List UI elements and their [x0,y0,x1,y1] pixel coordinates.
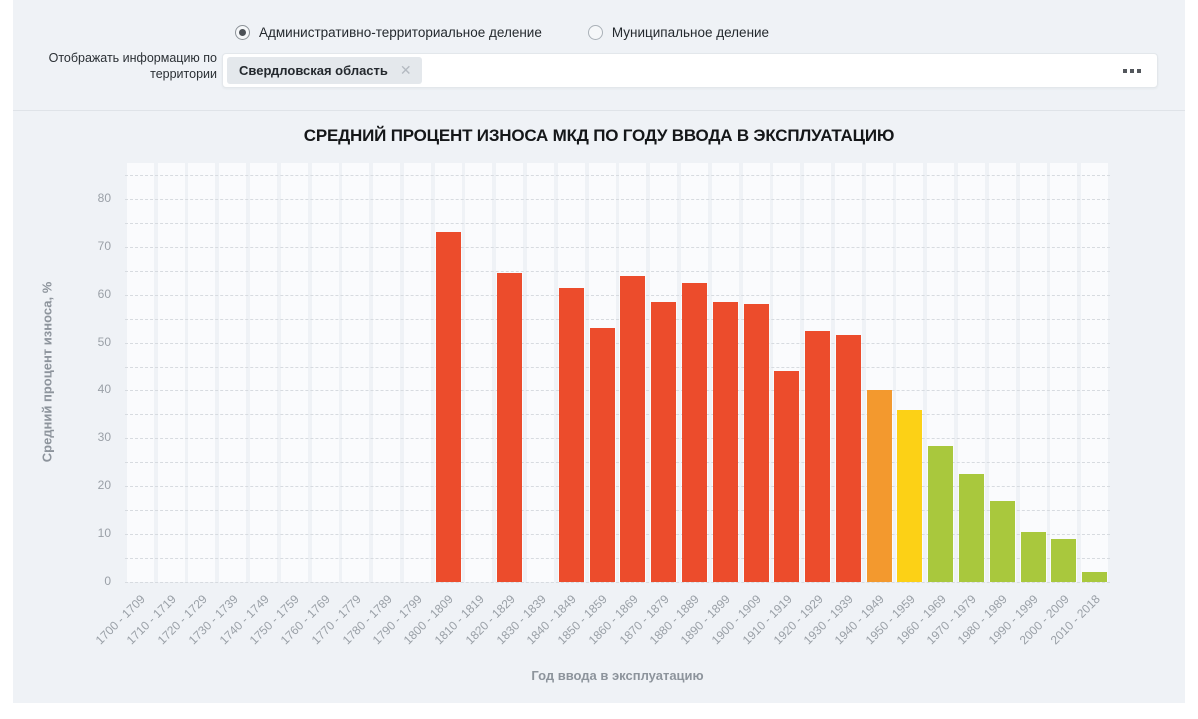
y-tick-label: 70 [97,238,111,253]
filter-section: Административно-территориальное деление … [13,0,1185,111]
radio-selected-icon [235,25,250,40]
gridline [125,390,1110,392]
chart-bar [835,335,861,582]
category-band [1019,163,1047,582]
category-band [373,163,401,582]
territory-tag-label: Свердловская область [239,63,388,78]
gridline [125,414,1110,416]
chart-bar [1082,572,1108,582]
category-band [157,163,185,582]
radio-administrative-division[interactable]: Административно-территориальное деление [235,25,542,40]
category-band [311,163,339,582]
chart-bar [866,390,892,582]
y-tick-label: 60 [97,286,111,301]
chart-bar [435,232,461,582]
category-band [1050,163,1078,582]
category-band [250,163,278,582]
chart-bar [651,301,677,582]
category-band [280,163,308,582]
ellipsis-dot [1130,68,1134,73]
gridline [125,342,1110,344]
gridline [125,510,1110,512]
chart-bar [558,287,584,582]
y-tick-label: 20 [97,478,111,493]
territory-tag: Свердловская область ✕ [227,57,422,84]
territory-input[interactable]: Свердловская область ✕ [222,53,1158,88]
chart-bar [712,301,738,582]
chart-bar [1020,531,1046,582]
gridline [125,294,1110,296]
category-band [219,163,247,582]
gridline [125,558,1110,560]
category-band [188,163,216,582]
radio-municipal-label: Муниципальное деление [611,25,770,40]
chart-bar [620,275,646,582]
chart-bar [897,409,923,582]
gridline [125,366,1110,368]
chart-bar [589,328,615,582]
chart-bar [805,330,831,582]
category-band [342,163,370,582]
gridline [125,534,1110,536]
y-tick-label: 10 [97,526,111,541]
chart-bar [928,445,954,582]
radio-administrative-label: Административно-территориальное деление [259,25,542,40]
territory-field-label: Отображать информацию по территории [48,51,217,82]
division-radio-group: Административно-территориальное деление … [235,25,769,40]
category-band [126,163,154,582]
gridline [125,318,1110,320]
radio-municipal-division[interactable]: Муниципальное деление [587,25,770,40]
y-tick-label: 40 [97,382,111,397]
y-tick-label: 80 [97,190,111,205]
gridline [125,438,1110,440]
category-band [403,163,431,582]
bar-chart-plot-area: 0 10 20 30 40 50 60 70 80 1700 - 1709 1710 - 1719 1… [93,163,1110,647]
chart-bar [681,282,707,582]
chart-bar [1051,538,1077,582]
gridline [125,246,1110,248]
remove-tag-icon[interactable]: ✕ [399,62,412,78]
gridline [125,486,1110,488]
radio-unselected-icon [587,25,603,40]
gridline [125,270,1110,272]
y-tick-label: 0 [104,574,111,588]
chart-bar [958,474,984,582]
x-axis-title: Год ввода в эксплуатацию [531,668,704,683]
gridline [125,174,1110,176]
chart-bar [497,273,523,582]
category-band [1081,163,1109,582]
main-panel: Административно-территориальное деление … [13,0,1185,703]
chart-bar [774,371,800,582]
chart-bar [743,304,769,582]
ellipsis-dot [1137,68,1141,73]
gridline [125,198,1110,200]
category-band [465,163,493,582]
ellipsis-dot [1123,68,1127,73]
gridline [125,462,1110,464]
chart-title: СРЕДНИЙ ПРОЦЕНТ ИЗНОСА МКД ПО ГОДУ ВВОДА… [303,126,895,145]
gridline [125,222,1110,224]
y-tick-label: 50 [97,334,111,349]
gridline [125,582,1110,583]
chart-bar [989,500,1015,582]
more-options-button[interactable] [1119,65,1145,77]
y-axis-title: Средний процент износа, % [39,281,55,463]
y-tick-label: 30 [97,430,111,445]
category-band [527,163,555,582]
